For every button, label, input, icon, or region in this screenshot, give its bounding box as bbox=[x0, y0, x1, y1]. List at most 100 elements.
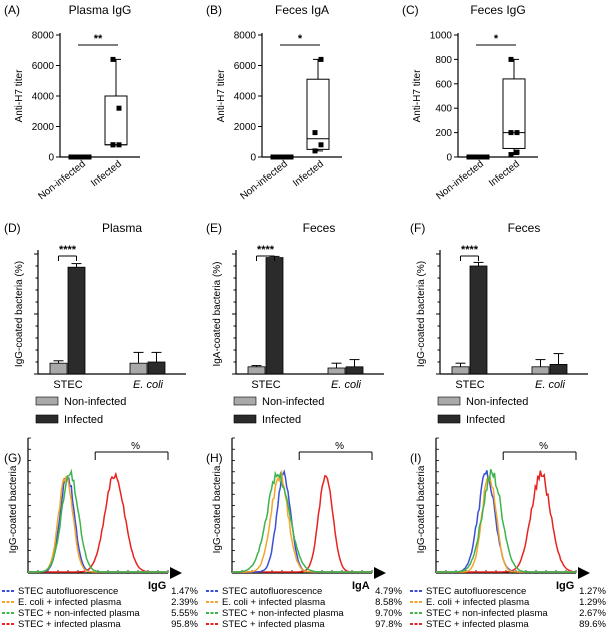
y-tick-label: 2000 bbox=[32, 122, 55, 133]
panel-title: Plasma bbox=[102, 221, 142, 235]
panel-i: (I) IgG IgG-coated bacteria% STEC autofluor… bbox=[410, 437, 607, 628]
legend-label: E. coli + infected plasma bbox=[426, 597, 530, 608]
box bbox=[104, 95, 128, 146]
bar bbox=[549, 363, 568, 375]
legend-percent: 8.58% bbox=[375, 597, 402, 608]
panel-c: (C) Feces IgG 0 200 400 600 800 1000 Anti-H7 tit… bbox=[402, 3, 538, 202]
significance-marker: **** bbox=[257, 244, 275, 256]
panel-title: Feces IgA bbox=[275, 3, 329, 17]
data-point bbox=[484, 154, 490, 160]
category-label: Non-infected bbox=[238, 159, 289, 203]
y-tick-label: 6000 bbox=[234, 61, 257, 72]
histogram-green bbox=[232, 470, 372, 573]
panel-label: (F) bbox=[410, 221, 425, 235]
y-axis-label: IgA-coated bacteria (%) bbox=[212, 261, 223, 366]
histogram-blue bbox=[436, 470, 576, 573]
data-point bbox=[475, 154, 481, 160]
panel-e: (E) Feces IgA-coated bacteria (%) STEC E. co… bbox=[206, 221, 384, 426]
data-point bbox=[508, 130, 514, 136]
category-label: Infected bbox=[291, 159, 326, 190]
histogram-red bbox=[436, 470, 577, 573]
y-tick-label: 8000 bbox=[32, 31, 55, 42]
legend-swatch bbox=[35, 396, 59, 406]
legend-percent: 1.29% bbox=[579, 597, 606, 608]
bar bbox=[451, 366, 470, 375]
data-point bbox=[318, 56, 324, 62]
data-point bbox=[514, 149, 520, 155]
legend-label: STEC + infected plasma bbox=[222, 619, 325, 628]
legend-label: STEC + non-infected plasma bbox=[18, 608, 140, 619]
histogram-orange bbox=[232, 469, 372, 573]
legend-percent: 1.47% bbox=[171, 586, 198, 597]
legend-label: STEC + non-infected plasma bbox=[222, 608, 344, 619]
legend-swatch bbox=[233, 396, 257, 406]
bar bbox=[469, 265, 488, 375]
y-tick-label: 1000 bbox=[430, 31, 453, 42]
bar bbox=[147, 361, 166, 375]
box bbox=[502, 78, 526, 149]
y-tick-label: 400 bbox=[435, 104, 452, 115]
data-point bbox=[77, 154, 83, 160]
group-1: Infected bbox=[89, 56, 128, 189]
panel-label: (D) bbox=[4, 221, 21, 235]
panel-title: Plasma IgG bbox=[69, 3, 132, 17]
y-tick-label: 4000 bbox=[32, 92, 55, 103]
x-axis-arrow bbox=[578, 567, 590, 579]
category-label: E. coli bbox=[133, 379, 164, 391]
data-point bbox=[480, 154, 485, 160]
y-tick-label: 0 bbox=[446, 153, 452, 164]
data-point bbox=[508, 152, 514, 158]
legend-percent: 95.8% bbox=[171, 619, 198, 628]
histogram-orange bbox=[436, 475, 576, 573]
histogram-blue bbox=[28, 477, 168, 573]
category-label: STEC bbox=[53, 379, 82, 391]
data-point bbox=[116, 142, 122, 148]
category-label: Non-infected bbox=[36, 159, 87, 203]
data-point bbox=[514, 130, 520, 136]
legend-label: Infected bbox=[466, 414, 505, 426]
panel-title: Feces bbox=[508, 221, 541, 235]
y-tick-label: 4000 bbox=[234, 92, 257, 103]
data-point bbox=[471, 154, 476, 160]
category-label: E. coli bbox=[331, 379, 362, 391]
category-label: STEC bbox=[455, 379, 484, 391]
legend-label: E. coli + infected plasma bbox=[222, 597, 326, 608]
legend-swatch bbox=[437, 396, 461, 406]
data-point bbox=[508, 56, 514, 62]
significance-marker: ** bbox=[94, 33, 103, 45]
legend-label: Non-infected bbox=[262, 396, 324, 408]
data-point bbox=[116, 105, 122, 111]
data-point bbox=[86, 154, 92, 160]
bar bbox=[327, 367, 346, 375]
legend-percent: 89.6% bbox=[579, 619, 606, 628]
panel-h: (H) IgA IgG-coated bacteria% STEC autofluor… bbox=[206, 437, 403, 628]
legend-percent: 2.39% bbox=[171, 597, 198, 608]
category-label: Infected bbox=[487, 159, 522, 190]
data-point bbox=[466, 154, 472, 160]
gate-label: % bbox=[335, 441, 344, 452]
y-tick-label: 8000 bbox=[234, 31, 257, 42]
data-point bbox=[82, 154, 87, 160]
histogram-red bbox=[28, 471, 168, 573]
panel-d: (D) Plasma IgG-coated bacteria (%) STEC E. c… bbox=[4, 221, 186, 426]
panel-label: (G) bbox=[4, 451, 21, 465]
bar bbox=[49, 362, 68, 375]
panel-g: (G) IgG IgG-coated bacteria% STEC autofluor… bbox=[2, 437, 199, 628]
y-tick-label: 0 bbox=[250, 153, 256, 164]
legend-label: Infected bbox=[64, 414, 103, 426]
gate-label: % bbox=[131, 441, 140, 452]
data-point bbox=[288, 154, 294, 160]
bar bbox=[345, 366, 364, 375]
gate-label: % bbox=[539, 441, 548, 452]
panel-f: (F) Feces IgG-coated bacteria (%) STEC E. co… bbox=[410, 221, 588, 426]
panel-label: (H) bbox=[206, 451, 223, 465]
legend-swatch bbox=[35, 414, 59, 424]
legend-percent: 97.8% bbox=[375, 619, 402, 628]
y-axis-label: Anti-H7 titer bbox=[412, 69, 423, 122]
y-tick-label: 200 bbox=[435, 128, 452, 139]
data-point bbox=[110, 56, 116, 62]
legend-swatch bbox=[233, 414, 257, 424]
bar bbox=[531, 366, 550, 375]
x-axis-arrow bbox=[374, 567, 386, 579]
panel-label: (C) bbox=[402, 3, 419, 17]
